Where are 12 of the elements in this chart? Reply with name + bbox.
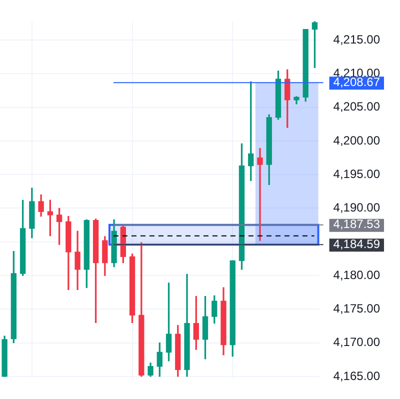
candlestick — [257, 148, 263, 241]
y-tick-label: 4,170.00 — [333, 335, 380, 350]
y-tick-label: 4,215.00 — [333, 32, 380, 46]
y-tick-label: 4,195.00 — [333, 166, 380, 181]
y-tick-label: 4,205.00 — [333, 100, 380, 114]
ref-line-label: 4,184.59 — [333, 236, 380, 251]
ref-line-label: 4,187.53 — [333, 217, 380, 232]
y-tick-label: 4,180.00 — [333, 268, 380, 282]
y-tick-label: 4,200.00 — [333, 133, 380, 148]
y-tick-label: 4,175.00 — [333, 301, 380, 316]
y-tick-label: 4,190.00 — [333, 200, 380, 215]
y-tick-label: 4,165.00 — [333, 368, 380, 383]
